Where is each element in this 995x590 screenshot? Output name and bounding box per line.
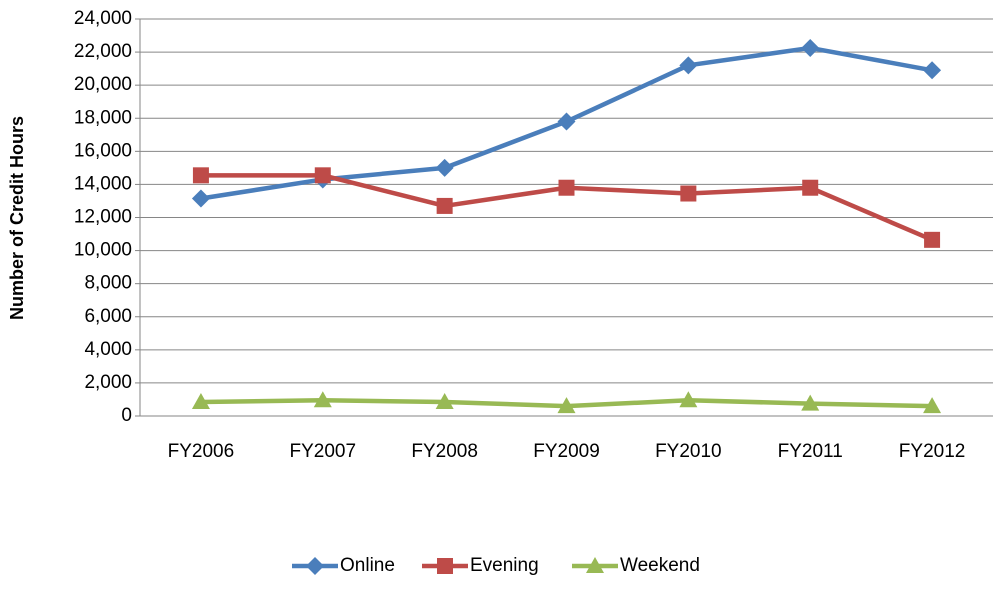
y-tick-label: 16,000 [74,140,132,161]
y-tick-label: 0 [121,405,132,426]
y-tick-label: 22,000 [74,41,132,62]
marker [558,179,575,196]
x-tick-label: FY2009 [533,441,600,462]
y-tick-label: 18,000 [74,107,132,128]
marker [557,112,576,131]
marker [437,558,453,574]
y-tick-label: 14,000 [74,173,132,194]
marker [191,392,210,409]
marker [801,394,820,411]
legend-label: Weekend [620,555,700,576]
marker [313,391,332,408]
marker [801,38,820,57]
marker [314,167,331,184]
y-tick-label: 20,000 [74,74,132,95]
x-tick-label: FY2010 [655,441,722,462]
legend-label: Online [340,555,395,576]
y-tick-label: 4,000 [84,339,132,360]
y-tick-label: 8,000 [84,273,132,294]
marker [679,56,698,75]
marker [435,392,454,409]
x-tick-label: FY2012 [899,441,966,462]
marker [923,397,942,414]
x-tick-label: FY2007 [290,441,357,462]
marker [306,557,324,575]
y-tick-label: 6,000 [84,306,132,327]
y-tick-label: 24,000 [74,8,132,29]
marker [191,189,210,208]
marker [923,61,942,80]
marker [435,158,454,177]
y-tick-label: 12,000 [74,207,132,228]
x-tick-label: FY2008 [411,441,478,462]
marker [679,391,698,408]
marker [586,557,604,573]
x-tick-label: FY2006 [168,441,235,462]
y-tick-label: 10,000 [74,240,132,261]
y-axis-label: Number of Credit Hours [7,116,27,320]
marker [802,179,819,196]
marker [192,167,209,184]
marker [680,185,697,202]
legend-label: Evening [470,555,539,576]
y-tick-label: 2,000 [84,372,132,393]
x-tick-label: FY2011 [778,441,843,462]
marker [557,397,576,414]
marker [436,197,453,214]
marker [924,231,941,248]
